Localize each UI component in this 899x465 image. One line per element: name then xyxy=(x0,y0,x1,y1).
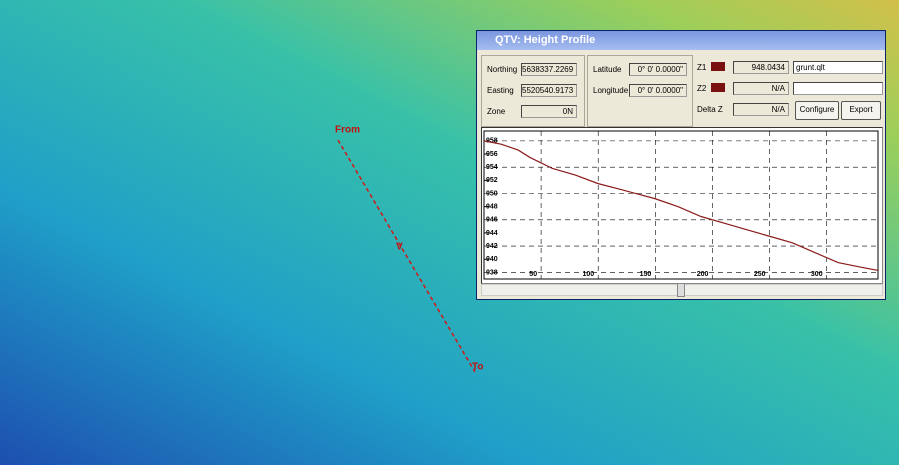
y-tick-label: 956 xyxy=(486,151,498,158)
profile-line xyxy=(484,141,878,271)
field-label: Zone xyxy=(487,107,505,116)
field-value: 5520540.9173 xyxy=(521,84,577,97)
file-dropdown[interactable] xyxy=(793,82,883,95)
field-label: Delta Z xyxy=(697,105,723,114)
field-value: 0N xyxy=(521,105,577,118)
x-tick-label: 150 xyxy=(640,271,652,278)
file-dropdown[interactable]: grunt.qlt xyxy=(793,61,883,74)
plot-border xyxy=(484,131,878,279)
y-tick-label: 938 xyxy=(486,269,498,276)
x-tick-label: 300 xyxy=(811,271,823,278)
field-value: 0° 0' 0.0000" xyxy=(629,63,687,76)
field-label: Northing xyxy=(487,65,517,74)
y-tick-label: 954 xyxy=(486,164,498,171)
x-tick-label: 250 xyxy=(754,271,766,278)
y-tick-label: 950 xyxy=(486,190,498,197)
x-tick-label: 100 xyxy=(583,271,595,278)
y-tick-label: 952 xyxy=(486,177,498,184)
field-value: N/A xyxy=(733,103,789,116)
field-value: 0° 0' 0.0000" xyxy=(629,84,687,97)
color-swatch xyxy=(711,83,725,92)
y-tick-label: 948 xyxy=(486,203,498,210)
title-bar: QTV: Height Profile xyxy=(477,31,885,50)
field-label: Latitude xyxy=(593,65,621,74)
from-label: From xyxy=(335,125,360,136)
height-profile-window: QTV: Height Profile 938 940 942 944 946 948 95… xyxy=(476,30,886,300)
mid-marker: V xyxy=(396,242,403,253)
to-label: To xyxy=(472,362,483,373)
y-tick-label: 946 xyxy=(486,217,498,224)
screen: From To V QTV: Height Profile 938 940 942 9… xyxy=(0,0,899,465)
button[interactable]: Configure xyxy=(795,101,839,120)
color-swatch xyxy=(711,62,725,71)
button[interactable]: Export xyxy=(841,101,881,120)
field-value: N/A xyxy=(733,82,789,95)
x-tick-label: 200 xyxy=(697,271,709,278)
y-tick-label: 944 xyxy=(486,230,498,237)
field-label: Z1 xyxy=(697,63,706,72)
field-label: Longitude xyxy=(593,86,628,95)
field-value: 948.0434 xyxy=(733,61,789,74)
field-label: Z2 xyxy=(697,84,706,93)
y-tick-label: 942 xyxy=(486,243,498,250)
y-tick-label: 940 xyxy=(486,256,498,263)
field-value: 5638337.2269 xyxy=(521,63,577,76)
x-tick-label: 50 xyxy=(529,271,537,278)
field-label: Easting xyxy=(487,86,514,95)
scroll-thumb[interactable] xyxy=(677,283,685,297)
